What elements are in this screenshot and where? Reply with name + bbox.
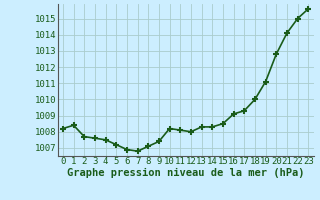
X-axis label: Graphe pression niveau de la mer (hPa): Graphe pression niveau de la mer (hPa) [67, 168, 304, 178]
